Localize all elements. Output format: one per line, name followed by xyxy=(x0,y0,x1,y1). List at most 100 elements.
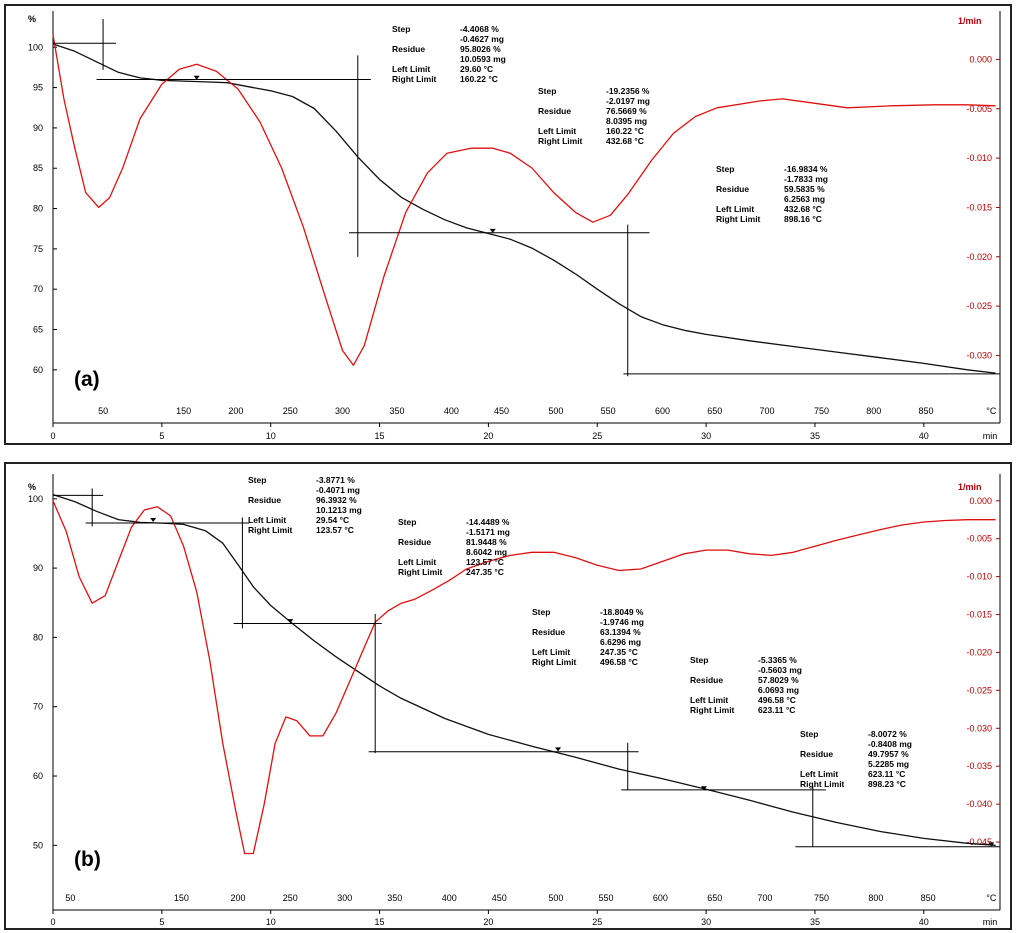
panel-b-y-tick-label: 50 xyxy=(33,840,43,850)
panel-a-annotation-value: -16.9834 % xyxy=(784,164,828,174)
panel-a-annotation-label: Residue xyxy=(392,44,425,54)
panel-a-y2-tick-label: -0.015 xyxy=(966,202,992,212)
panel-b-annotation-label: Left Limit xyxy=(248,515,286,525)
panel-a-y2-tick-label: -0.020 xyxy=(966,252,992,262)
panel-b-temp-tick-label: 300 xyxy=(337,893,352,903)
panel-b-inflection-marker xyxy=(150,517,157,522)
panel-b-annotation-value: 5.2285 mg xyxy=(868,759,909,769)
panel-b-temp-tick-label: 550 xyxy=(598,893,613,903)
panel-b-annotation-label: Step xyxy=(248,475,266,485)
panel-b-dtg-curve xyxy=(52,500,996,855)
panel-a-temp-tick-label: 200 xyxy=(228,406,243,416)
panel-a-y-tick-label: 95 xyxy=(33,83,43,93)
panel-b-temp-tick-label: 50 xyxy=(65,893,75,903)
panel-a-y-tick-label: 100 xyxy=(28,42,43,52)
panel-a-inflection-marker xyxy=(193,75,200,80)
panel-a-dtg-curve xyxy=(52,34,996,366)
panel-b-temp-tick-label: 150 xyxy=(174,893,189,903)
panel-b-annotation-value: 496.58 °C xyxy=(758,695,796,705)
panel-a-annotation-value: -0.4627 mg xyxy=(460,34,504,44)
panel-a-annotation-value: 8.0395 mg xyxy=(606,116,647,126)
panel-a-x-tick-label: 5 xyxy=(159,431,164,441)
panel-a-temp-tick-label: 450 xyxy=(494,406,509,416)
panel-b-x-tick-label: 25 xyxy=(592,917,602,927)
panel-b-temp-tick-label: 850 xyxy=(921,893,936,903)
panel-a-temp-tick-label: 700 xyxy=(760,406,775,416)
panel-b-annotation-value: 898.23 °C xyxy=(868,779,906,789)
panel-a-temp-tick-label: 600 xyxy=(655,406,670,416)
panel-b-y-tick-label: 90 xyxy=(33,563,43,573)
panel-a-temp-tick-label: 250 xyxy=(283,406,298,416)
panel-b-x-tick-label: 40 xyxy=(919,917,929,927)
panel-a-y-tick-label: 75 xyxy=(33,244,43,254)
panel-b-annotation-value: 63.1394 % xyxy=(600,627,641,637)
panel-a-annotation-label: Step xyxy=(716,164,734,174)
panel-b-temp-tick-label: 800 xyxy=(868,893,883,903)
panel-b-annotation-label: Right Limit xyxy=(800,779,845,789)
panel-b-annotation-value: 49.7957 % xyxy=(868,749,909,759)
panel-a-annotation-label: Right Limit xyxy=(538,136,583,146)
panel-a-x-tick-label: 25 xyxy=(592,431,602,441)
panel-a-x-tick-label: 20 xyxy=(483,431,493,441)
panel-a-annotation-value: 432.68 °C xyxy=(606,136,644,146)
panel-b-x-tick-label: 20 xyxy=(483,917,493,927)
panel-b-y2-tick-label: -0.045 xyxy=(966,837,992,847)
panel-a-annotation-label: Right Limit xyxy=(392,74,437,84)
panel-b-annotation-label: Left Limit xyxy=(690,695,728,705)
panel-b-annotation-value: -0.8408 mg xyxy=(868,739,912,749)
panel-a-tga-curve xyxy=(52,43,996,374)
panel-b-annotation-label: Residue xyxy=(532,627,565,637)
panel-a-annotation-value: 59.5835 % xyxy=(784,184,825,194)
panel-a-x-tick-label: 40 xyxy=(919,431,929,441)
panel-b-annotation-label: Left Limit xyxy=(532,647,570,657)
panel-a-y-tick-label: 60 xyxy=(33,365,43,375)
panel-b-temp-tick-label: 200 xyxy=(231,893,246,903)
panel-a-annotation-label: Residue xyxy=(538,106,571,116)
panel-a-annotation-label: Step xyxy=(392,24,410,34)
panel-b-frame xyxy=(4,462,1012,930)
panel-b-annotation-value: 6.0693 mg xyxy=(758,685,799,695)
panel-a-temp-tick-label: 750 xyxy=(814,406,829,416)
panel-b-annotation-value: 81.9448 % xyxy=(466,537,507,547)
panel-a-y2-tick-label: -0.030 xyxy=(966,350,992,360)
panel-b-annotation-value: -8.0072 % xyxy=(868,729,907,739)
panel-b-annotation-value: 6.6296 mg xyxy=(600,637,641,647)
panel-b-y2-tick-label: -0.035 xyxy=(966,761,992,771)
panel-b-annotation-label: Left Limit xyxy=(398,557,436,567)
panel-a-y-tick-label: 80 xyxy=(33,204,43,214)
panel-a-temp-tick-label: 400 xyxy=(444,406,459,416)
panel-b-temp-tick-label: 600 xyxy=(653,893,668,903)
panel-b-annotation-label: Right Limit xyxy=(532,657,577,667)
panel-b-annotation-label: Residue xyxy=(248,495,281,505)
panel-b-annotation-value: 496.58 °C xyxy=(600,657,638,667)
panel-b-y-tick-label: 100 xyxy=(28,494,43,504)
panel-b-temp-tick-label: 400 xyxy=(442,893,457,903)
panel-b-annotation-label: Step xyxy=(690,655,708,665)
panel-b-y2-tick-label: -0.025 xyxy=(966,685,992,695)
panel-b-annotation-label: Step xyxy=(800,729,818,739)
panel-a-annotation-value: 160.22 °C xyxy=(460,74,498,84)
panel-b-annotation-value: -3.8771 % xyxy=(316,475,355,485)
panel-b-annotation-value: 10.1213 mg xyxy=(316,505,362,515)
panel-a-temp-tick-label: 550 xyxy=(601,406,616,416)
panel-b-temp-tick-label: 450 xyxy=(492,893,507,903)
panel-a-annotation-value: 95.8026 % xyxy=(460,44,501,54)
panel-b-y2-tick-label: -0.040 xyxy=(966,799,992,809)
panel-a-x-unit: min xyxy=(983,431,998,441)
panel-b-annotation-value: 123.57 °C xyxy=(466,557,504,567)
panel-b-y2-tick-label: 0.000 xyxy=(969,496,992,506)
panel-a-y-unit: % xyxy=(28,14,36,24)
panel-b-x-tick-label: 35 xyxy=(810,917,820,927)
panel-a-annotation-value: -19.2356 % xyxy=(606,86,650,96)
panel-b-annotation-value: 623.11 °C xyxy=(758,705,795,715)
panel-a-annotation-label: Left Limit xyxy=(392,64,430,74)
panel-a-annotation-label: Left Limit xyxy=(538,126,576,136)
panel-b-annotation-label: Right Limit xyxy=(398,567,443,577)
panel-b-annotation-label: Residue xyxy=(398,537,431,547)
panel-a-y2-tick-label: -0.025 xyxy=(966,301,992,311)
panel-a-annotation-label: Step xyxy=(538,86,556,96)
panel-b-temp-tick-label: °C xyxy=(986,893,997,903)
panel-b-y-tick-label: 70 xyxy=(33,702,43,712)
panel-b-tga-curve xyxy=(52,493,996,846)
panel-b-annotation-value: 123.57 °C xyxy=(316,525,354,535)
